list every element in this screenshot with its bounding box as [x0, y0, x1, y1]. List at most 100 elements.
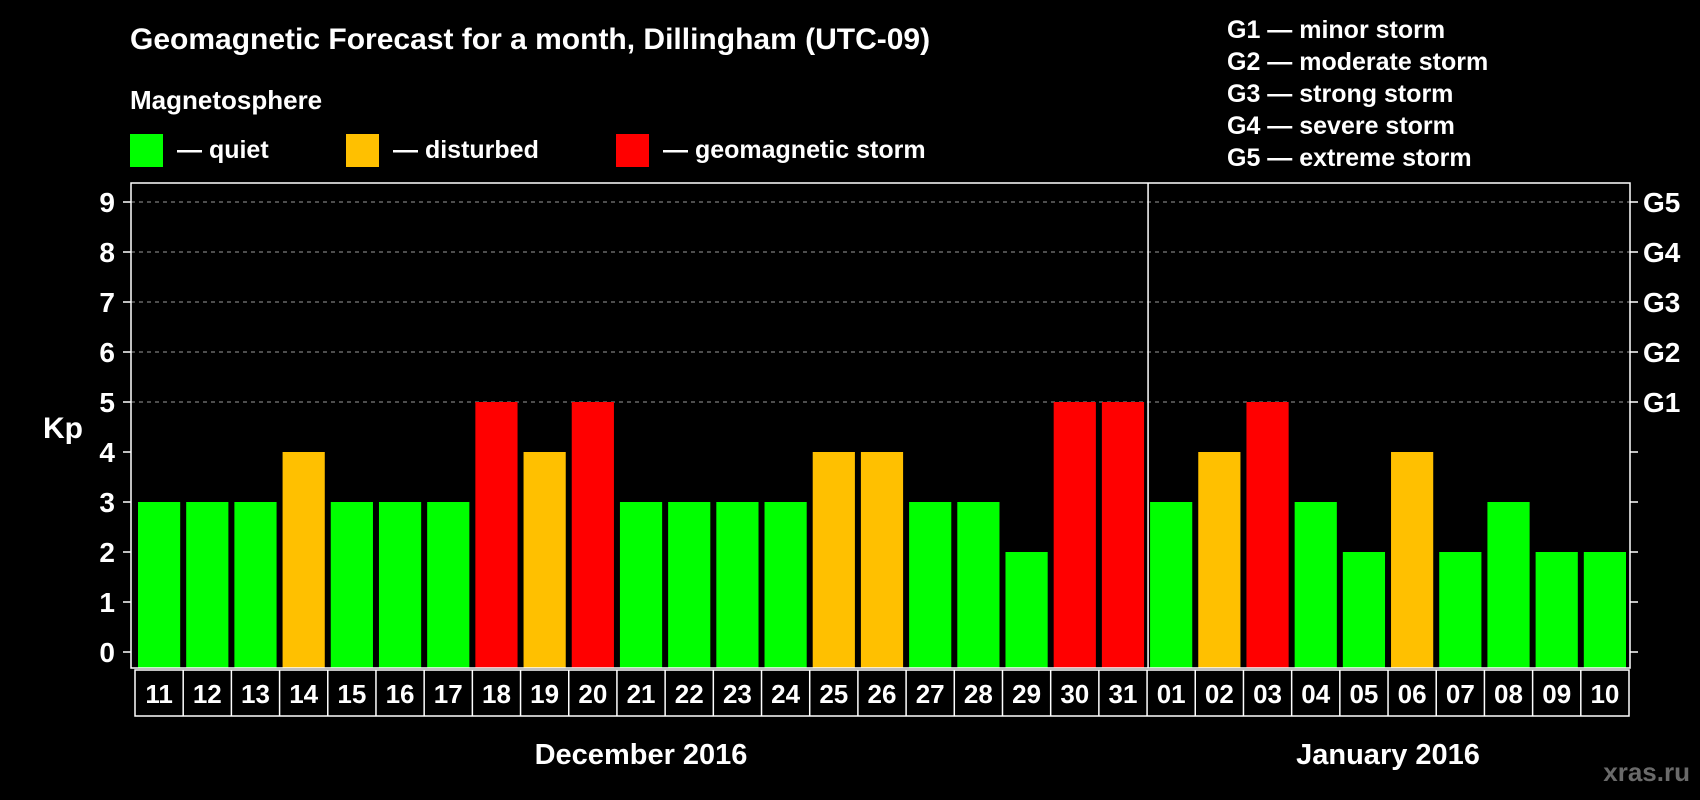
y-axis-ticks: 0 1 2 3 4 5 6 7 8 9 — [99, 187, 131, 668]
legend-label-2: — geomagnetic storm — [663, 136, 926, 164]
right-axis-ticks: G1 G2 G3 G4 G5 — [1630, 187, 1681, 653]
axes — [130, 182, 1631, 669]
day-label-22: 22 — [675, 679, 704, 709]
bar-05 — [1342, 552, 1386, 668]
legend-swatch-0 — [130, 134, 163, 167]
day-label-24: 24 — [771, 679, 800, 709]
legend: — quiet — disturbed — geomagnetic storm — [130, 134, 926, 167]
day-label-06: 06 — [1398, 679, 1427, 709]
y-tick-label-6: 6 — [99, 337, 115, 368]
bar-25 — [812, 452, 855, 668]
bar-17 — [427, 502, 470, 668]
y-tick-label-5: 5 — [99, 387, 115, 418]
bar-22 — [668, 502, 711, 668]
y-tick-label-0: 0 — [99, 637, 115, 668]
chart-title: Geomagnetic Forecast for a month, Dillin… — [130, 23, 930, 56]
day-label-21: 21 — [627, 679, 656, 709]
day-label-23: 23 — [723, 679, 752, 709]
y-tick-label-8: 8 — [99, 237, 115, 268]
right-tick-label-G1: G1 — [1643, 387, 1680, 418]
y-tick-label-7: 7 — [99, 287, 115, 318]
bar-06 — [1391, 452, 1434, 668]
bar-21 — [619, 502, 663, 668]
legend-label-0: — quiet — [177, 136, 269, 164]
day-label-02: 02 — [1205, 679, 1234, 709]
legend-swatch-2 — [616, 134, 649, 167]
day-label-15: 15 — [337, 679, 366, 709]
bar-18 — [475, 402, 518, 668]
day-label-09: 09 — [1542, 679, 1571, 709]
bar-12 — [186, 502, 229, 668]
storm-scale-item-1: G2 — moderate storm — [1227, 48, 1488, 76]
bar-03 — [1246, 402, 1289, 668]
month-label-0: December 2016 — [535, 739, 748, 771]
day-label-26: 26 — [868, 679, 897, 709]
day-label-30: 30 — [1060, 679, 1089, 709]
day-label-28: 28 — [964, 679, 993, 709]
bar-10 — [1583, 552, 1626, 668]
y-tick-label-1: 1 — [99, 587, 115, 618]
bar-19 — [523, 452, 566, 668]
day-label-19: 19 — [530, 679, 559, 709]
month-labels: December 2016 January 2016 — [535, 739, 1480, 771]
bar-23 — [716, 502, 759, 668]
day-label-20: 20 — [578, 679, 607, 709]
storm-scale-legend: G1 — minor storm G2 — moderate storm G3 — … — [1227, 16, 1488, 172]
bar-28 — [957, 502, 1000, 668]
gridlines — [131, 201, 1630, 403]
right-tick-label-G5: G5 — [1643, 187, 1680, 218]
bars — [138, 402, 1626, 668]
bar-09 — [1535, 552, 1578, 668]
day-label-10: 10 — [1590, 679, 1619, 709]
day-label-07: 07 — [1446, 679, 1475, 709]
day-label-03: 03 — [1253, 679, 1282, 709]
day-label-13: 13 — [241, 679, 270, 709]
day-label-17: 17 — [434, 679, 463, 709]
y-tick-label-3: 3 — [99, 487, 115, 518]
watermark: xras.ru — [1603, 757, 1690, 787]
storm-scale-item-2: G3 — strong storm — [1227, 80, 1453, 108]
bar-31 — [1101, 402, 1145, 668]
bar-26 — [860, 452, 904, 668]
bar-16 — [378, 502, 422, 668]
storm-scale-item-4: G5 — extreme storm — [1227, 144, 1472, 172]
y-tick-label-9: 9 — [99, 187, 115, 218]
bar-13 — [234, 502, 277, 668]
day-label-25: 25 — [819, 679, 848, 709]
day-label-12: 12 — [193, 679, 222, 709]
bar-15 — [330, 502, 373, 668]
day-label-01: 01 — [1157, 679, 1186, 709]
bar-11 — [138, 502, 181, 668]
y-tick-label-4: 4 — [99, 437, 115, 468]
day-label-18: 18 — [482, 679, 511, 709]
bar-01 — [1150, 502, 1193, 668]
day-label-08: 08 — [1494, 679, 1523, 709]
day-labels: 11 12 13 14 15 16 17 18 19 20 21 22 23 24 25 26 27 28 29 30… — [134, 669, 1630, 717]
day-label-27: 27 — [916, 679, 945, 709]
storm-scale-item-3: G4 — severe storm — [1227, 112, 1455, 140]
day-label-31: 31 — [1109, 679, 1138, 709]
day-label-05: 05 — [1349, 679, 1378, 709]
bar-14 — [282, 452, 325, 668]
right-tick-label-G4: G4 — [1643, 237, 1681, 268]
bar-08 — [1487, 502, 1530, 668]
y-tick-label-2: 2 — [99, 537, 115, 568]
bar-02 — [1198, 452, 1241, 668]
month-label-1: January 2016 — [1296, 739, 1480, 771]
day-label-11: 11 — [145, 679, 173, 709]
day-label-14: 14 — [289, 679, 318, 709]
bar-04 — [1294, 502, 1337, 668]
bar-27 — [909, 502, 952, 668]
bar-29 — [1005, 552, 1048, 668]
legend-swatch-1 — [346, 134, 379, 167]
day-label-16: 16 — [386, 679, 415, 709]
day-label-04: 04 — [1301, 679, 1330, 709]
bar-07 — [1439, 552, 1482, 668]
bar-24 — [764, 502, 807, 668]
bar-20 — [571, 402, 614, 668]
plot-frame — [130, 182, 1631, 669]
y-axis-label: Kp — [43, 412, 83, 445]
day-label-29: 29 — [1012, 679, 1041, 709]
legend-label-1: — disturbed — [393, 136, 539, 164]
